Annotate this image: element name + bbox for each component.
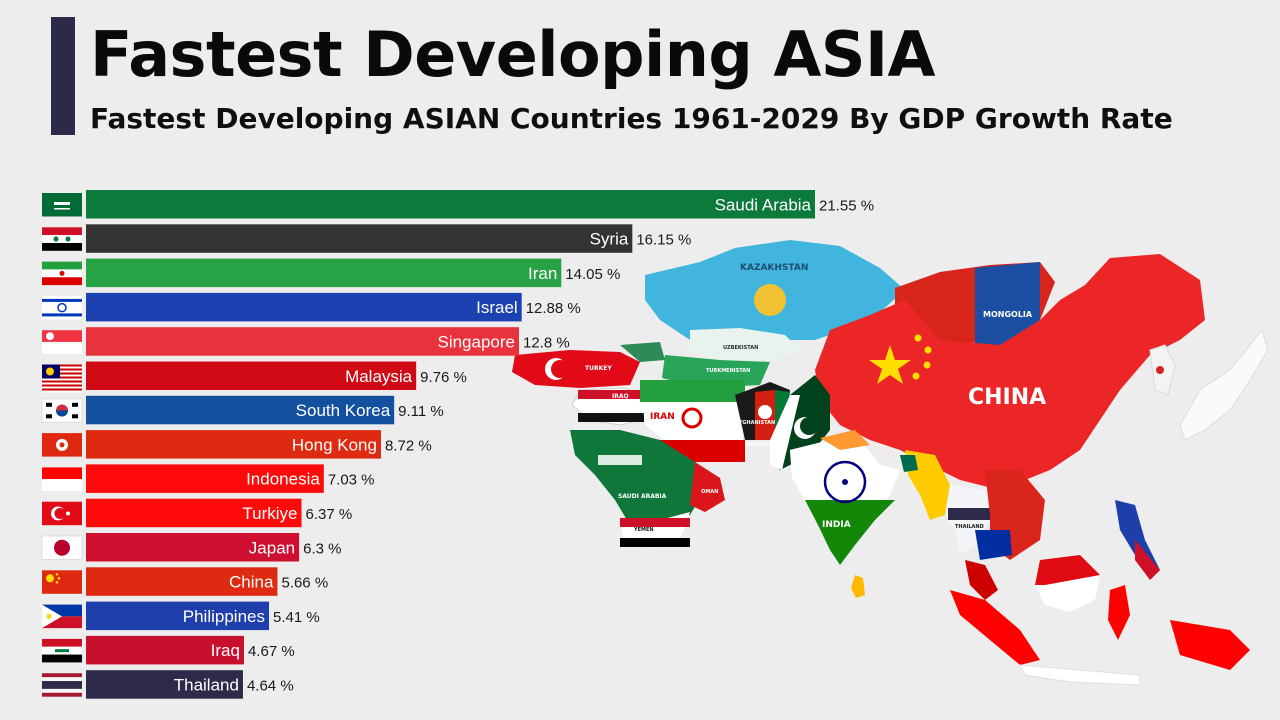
hong-kong-flag bbox=[42, 433, 82, 457]
kazakhstan-emblem bbox=[754, 284, 786, 316]
china-big-star bbox=[869, 345, 911, 384]
saudi-arabia-region bbox=[570, 430, 705, 525]
cambodia-region bbox=[975, 530, 1012, 560]
value-label-singapore: 12.8 % bbox=[523, 334, 570, 351]
bar-label-south-korea: South Korea bbox=[296, 401, 391, 420]
oman-region bbox=[690, 462, 725, 512]
value-label-south-korea: 9.11 % bbox=[398, 403, 444, 420]
caucasus-region bbox=[620, 342, 665, 362]
israel-flag bbox=[42, 295, 82, 320]
turkmenistan-region bbox=[662, 355, 770, 388]
value-label-saudi-arabia: 21.55 % bbox=[819, 197, 874, 214]
value-label-china: 5.66 % bbox=[281, 575, 328, 592]
map-label-turkmenistan: TURKMENISTAN bbox=[706, 368, 750, 374]
bar-label-iraq: Iraq bbox=[211, 641, 240, 660]
bar-label-iran: Iran bbox=[528, 264, 557, 283]
singapore-flag bbox=[42, 330, 82, 354]
bar-iran bbox=[86, 258, 562, 288]
bar-iraq bbox=[86, 635, 244, 665]
turkiye-flag bbox=[42, 501, 82, 526]
bar-label-thailand: Thailand bbox=[174, 675, 239, 694]
uzbekistan-region bbox=[690, 328, 800, 360]
bar-label-indonesia: Indonesia bbox=[246, 470, 320, 489]
sri-lanka-region bbox=[851, 575, 865, 598]
bar-label-israel: Israel bbox=[476, 298, 518, 317]
sulawesi-region bbox=[1108, 585, 1130, 640]
papua-region bbox=[1170, 620, 1250, 670]
map-label-china: CHINA bbox=[968, 385, 1046, 410]
china-region bbox=[815, 254, 1205, 490]
turkey-region bbox=[512, 350, 640, 388]
map-label-mongolia: MONGOLIA bbox=[983, 310, 1033, 319]
bar-label-turkiye: Turkiye bbox=[242, 504, 297, 523]
iran-flag bbox=[42, 261, 82, 286]
malaysia-region bbox=[965, 560, 998, 600]
page-subtitle: Fastest Developing ASIAN Countries 1961-… bbox=[90, 102, 1173, 135]
thailand-flag bbox=[42, 673, 82, 697]
value-label-malaysia: 9.76 % bbox=[420, 369, 467, 386]
bar-label-singapore: Singapore bbox=[437, 332, 515, 351]
iraq-flag bbox=[42, 638, 82, 663]
map-label-afghanistan: AFGHANISTAN bbox=[735, 420, 775, 426]
bar-label-china: China bbox=[229, 573, 274, 592]
map-label-turkey: TURKEY bbox=[585, 365, 612, 372]
map-label-pakistan: PAKISTAN bbox=[745, 442, 773, 448]
bar-syria bbox=[86, 224, 633, 253]
bar-south-korea bbox=[86, 395, 395, 425]
value-label-turkiye: 6.37 % bbox=[305, 506, 352, 523]
value-label-iran: 14.05 % bbox=[565, 266, 620, 283]
map-label-iran: IRAN bbox=[650, 412, 675, 422]
japan-region bbox=[1179, 328, 1269, 441]
bar-philippines bbox=[86, 601, 270, 631]
map-label-kazakhstan: KAZAKHSTAN bbox=[740, 263, 808, 273]
map-label-india: INDIA bbox=[822, 520, 851, 530]
map-label-oman: OMAN bbox=[701, 489, 718, 495]
map-label-iraq: IRAQ bbox=[612, 393, 629, 400]
bar-label-malaysia: Malaysia bbox=[345, 367, 413, 386]
map-label-yemen: YEMEN bbox=[633, 527, 654, 533]
bar-singapore bbox=[86, 327, 520, 356]
indonesia-flag bbox=[42, 467, 82, 491]
saudi-arabia-flag bbox=[42, 193, 82, 217]
title-accent-bar bbox=[51, 17, 75, 135]
bar-label-japan: Japan bbox=[249, 538, 295, 557]
japan-flag bbox=[41, 535, 83, 560]
bar-label-philippines: Philippines bbox=[183, 607, 265, 626]
value-label-israel: 12.88 % bbox=[526, 300, 581, 317]
bar-china bbox=[86, 567, 278, 596]
value-label-japan: 6.3 % bbox=[303, 540, 341, 557]
value-label-hong-kong: 8.72 % bbox=[385, 437, 432, 454]
bar-japan bbox=[86, 533, 300, 562]
value-label-iraq: 4.67 % bbox=[248, 643, 295, 660]
map-label-thailand: THAILAND bbox=[955, 524, 984, 530]
map-label-uzbekistan: UZBEKISTAN bbox=[723, 345, 758, 351]
value-label-syria: 16.15 % bbox=[636, 232, 691, 249]
bar-turkiye bbox=[86, 498, 302, 528]
map-label-saudi-arabia: SAUDI ARABIA bbox=[618, 493, 667, 500]
value-label-philippines: 5.41 % bbox=[273, 609, 320, 626]
bar-saudi-arabia bbox=[86, 190, 815, 219]
south-korea-flag bbox=[41, 398, 83, 423]
value-label-indonesia: 7.03 % bbox=[328, 472, 375, 489]
bar-israel bbox=[86, 292, 522, 322]
sumatra-region bbox=[950, 590, 1040, 665]
java-region bbox=[1019, 664, 1141, 686]
page-title: Fastest Developing ASIA bbox=[90, 18, 936, 91]
bar-hong-kong bbox=[86, 430, 381, 459]
malaysia-flag bbox=[42, 364, 82, 393]
value-label-thailand: 4.64 % bbox=[247, 677, 294, 694]
philippines-flag bbox=[42, 604, 82, 629]
bangladesh-region bbox=[900, 455, 918, 472]
bar-label-syria: Syria bbox=[590, 230, 629, 249]
bar-label-saudi-arabia: Saudi Arabia bbox=[715, 195, 812, 214]
bar-thailand bbox=[86, 670, 243, 699]
bar-label-hong-kong: Hong Kong bbox=[292, 435, 377, 454]
mongolia-center-band bbox=[975, 262, 1040, 345]
bar-indonesia bbox=[86, 464, 324, 493]
china-flag bbox=[42, 570, 82, 594]
syria-flag bbox=[42, 227, 82, 251]
bar-malaysia bbox=[86, 361, 417, 390]
